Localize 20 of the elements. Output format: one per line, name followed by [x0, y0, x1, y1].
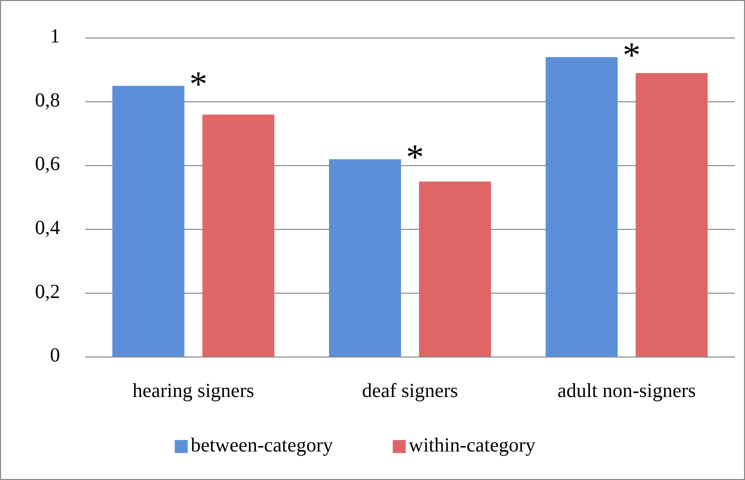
legend-label: between-category	[190, 434, 333, 457]
bar	[202, 114, 274, 357]
y-tick-label: 0,2	[35, 280, 60, 303]
y-tick-label: 1	[50, 26, 60, 48]
annotation: *	[406, 137, 424, 178]
x-tick-label: deaf signers	[362, 380, 458, 402]
y-tick-label: 0	[50, 344, 60, 367]
bar	[112, 86, 184, 357]
bar	[329, 159, 401, 357]
annotation: *	[622, 35, 641, 76]
legend-label: within-category	[408, 434, 536, 457]
y-tick-label: 0,4	[35, 216, 60, 239]
x-tick-label: adult non-signers	[558, 380, 696, 402]
annotation: *	[189, 64, 208, 104]
y-tick-label: 0,6	[35, 153, 60, 176]
bar	[636, 73, 708, 357]
x-tick-label: hearing signers	[132, 380, 254, 402]
y-tick-label: 0,8	[35, 89, 60, 112]
bar	[419, 182, 491, 357]
bar	[546, 57, 618, 357]
